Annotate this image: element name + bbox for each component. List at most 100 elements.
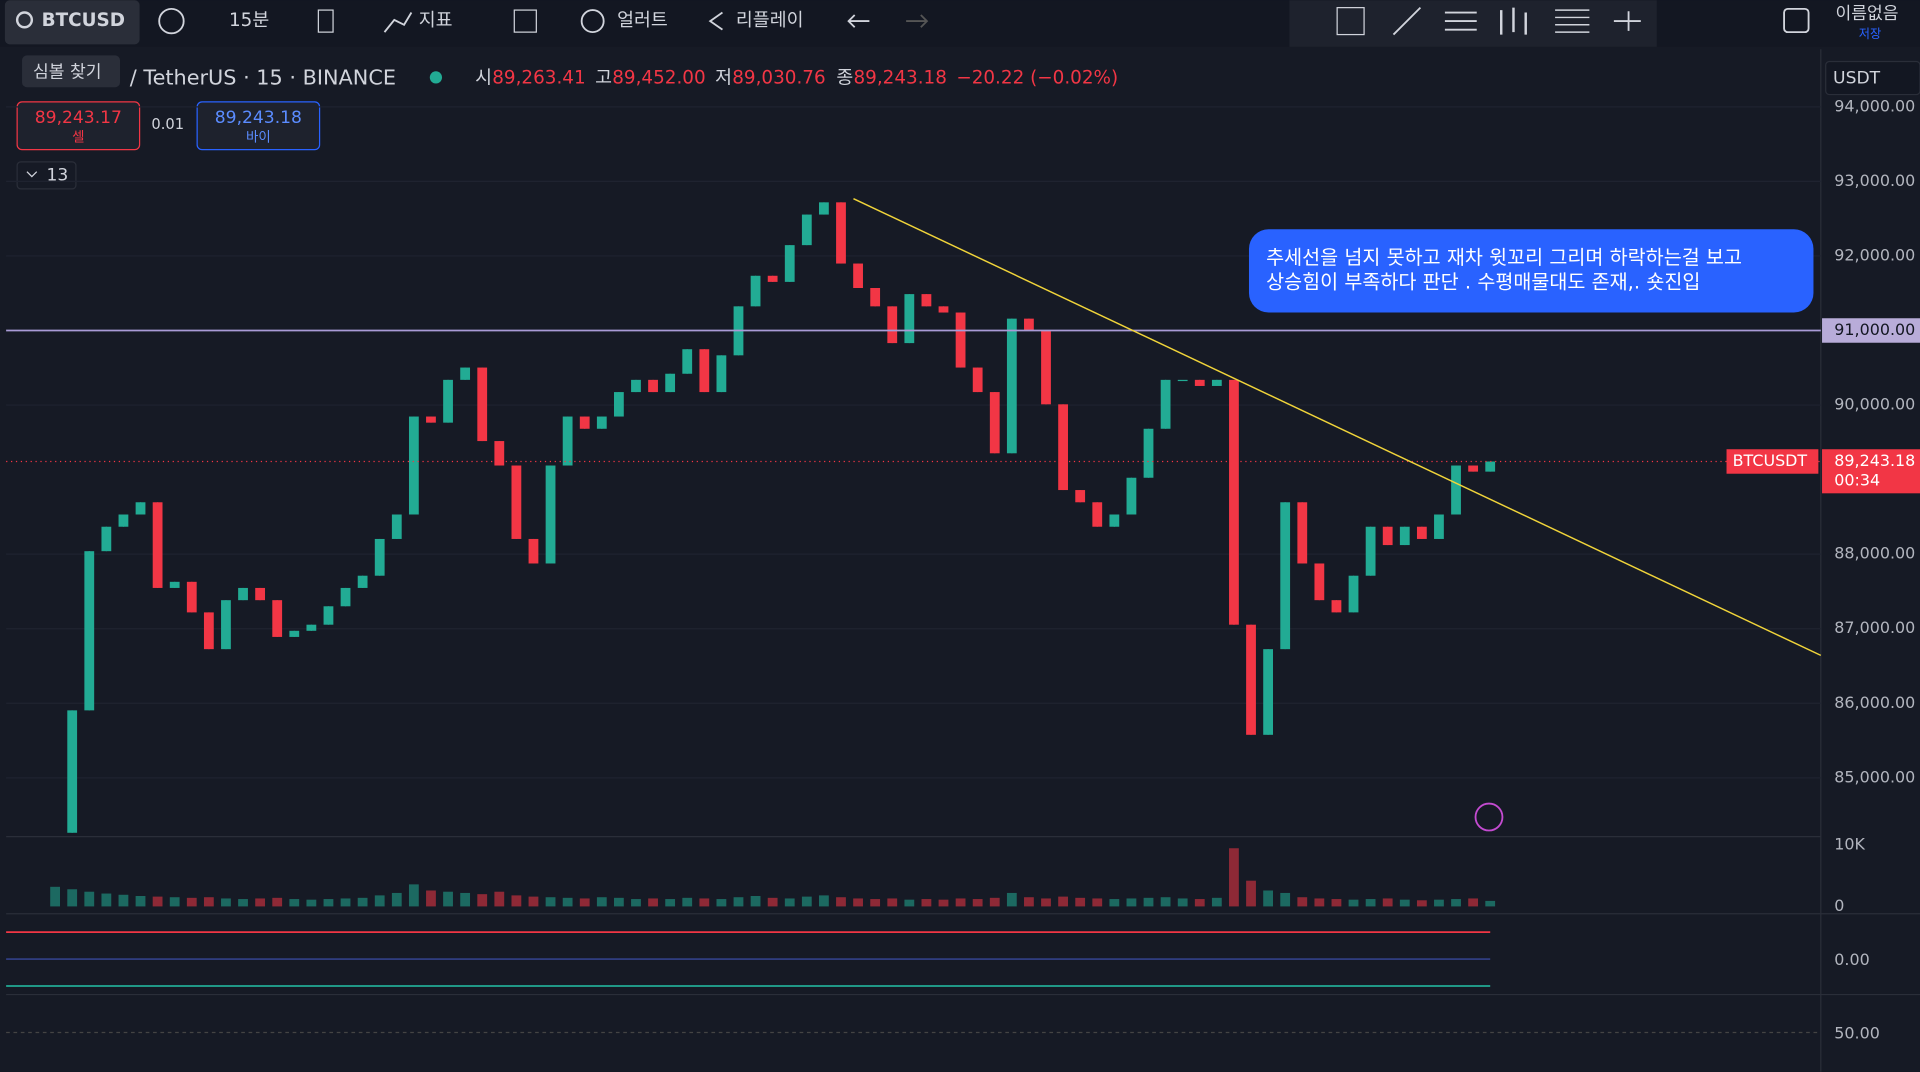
candle [203,612,214,650]
candle [1485,461,1496,472]
indicator-toggle[interactable] [16,161,77,190]
tool-measure[interactable] [1613,11,1641,31]
candle [238,587,248,601]
redo[interactable] [906,14,929,28]
high: 89,452.00 [612,68,705,89]
layouts[interactable] [513,9,537,33]
candle [391,514,402,539]
alert-bolt[interactable] [1474,802,1504,832]
currency-select[interactable] [1825,60,1920,96]
annotation-bubble [1248,229,1814,313]
sell-button[interactable] [16,101,141,151]
buy-price[interactable]: 89,243.18 [215,108,302,128]
candle [921,294,932,307]
candle [67,710,78,833]
volume-bar [1365,899,1376,907]
volume-bar [1211,897,1222,907]
volume-bar [67,889,78,907]
candle [989,392,1000,454]
replay-icon [708,11,723,31]
layout-icon[interactable] [1783,7,1810,34]
volume-bar [870,899,881,907]
candle [1075,490,1086,503]
candle [819,202,829,215]
save[interactable]: 저장 [1859,27,1882,41]
volume-bar [511,895,522,907]
sell-price[interactable]: 89,243.17 [35,108,122,128]
candle [579,416,590,429]
alert[interactable]: 얼러트 [617,10,668,31]
volume-bar [1382,898,1393,907]
tool-line[interactable] [1392,6,1422,36]
volume-bar [887,898,898,907]
symbol[interactable]: BTCUSD [42,10,125,31]
volume-bar [1006,892,1017,907]
candle [545,465,556,564]
tool-pattern[interactable] [1500,7,1527,35]
candle [306,624,317,631]
horizontal-line-label: 91,000.00 [1834,320,1915,339]
volume-bar [836,897,846,907]
volume-bar [1024,897,1034,907]
chart-type[interactable] [317,9,334,33]
volume-bar [408,884,419,907]
candle [1126,477,1137,515]
volume-bar [1075,897,1086,907]
candle [186,581,197,613]
tool-rect[interactable] [1336,7,1365,36]
candle [118,514,129,527]
buy-button[interactable] [196,101,321,151]
candle [1211,379,1222,386]
volume-bar [1041,898,1051,907]
candle [426,416,436,423]
candle [1331,600,1342,613]
volume-bar [750,896,761,907]
y-tick-label: 92,000.00 [1834,245,1915,264]
add-symbol[interactable] [158,7,185,35]
candle [477,367,488,442]
replay[interactable]: 리플레이 [736,10,804,31]
layout-name[interactable]: 이름없음 [1836,4,1899,24]
candle [716,355,727,393]
volume-bar [1399,899,1410,907]
candle [1451,465,1461,515]
volume-bar [1416,900,1427,907]
chevron [26,171,38,178]
volume-bar [631,899,641,907]
sell-label[interactable]: 셀 [72,129,84,145]
tool-gann[interactable] [1555,9,1590,33]
volume-bar [955,898,966,907]
volume-bar [357,897,368,907]
candle [682,349,693,374]
volume-bar [613,897,624,907]
buy-label[interactable]: 바이 [246,129,271,145]
volume-bar [1263,890,1274,907]
symbol-tag-text: BTCUSDT [1733,451,1808,470]
volume-bar [972,899,983,907]
candle [272,600,283,637]
volume-bar [801,896,812,907]
volume-bar [819,895,829,907]
volume-bar [1246,880,1256,907]
volume-bar [50,886,60,907]
high-label: 고 [595,68,612,89]
indicator-count[interactable]: 13 [47,165,69,185]
candle [596,416,607,429]
volume-bar [272,897,283,907]
volume-bar [1280,892,1291,907]
candle [904,294,915,344]
candle [1194,379,1205,386]
symbol-button[interactable] [4,0,140,45]
volume-bar [494,891,505,907]
undo[interactable] [847,14,870,28]
interval[interactable]: 15분 [229,10,269,31]
indicators[interactable]: 지표 [419,10,453,31]
candle [1024,318,1034,331]
candle [1246,624,1256,735]
candle [870,288,881,307]
tool-fib[interactable] [1444,11,1477,31]
currency[interactable]: USDT [1833,69,1881,89]
volume-bar [186,897,197,907]
volume-bar [938,899,949,907]
